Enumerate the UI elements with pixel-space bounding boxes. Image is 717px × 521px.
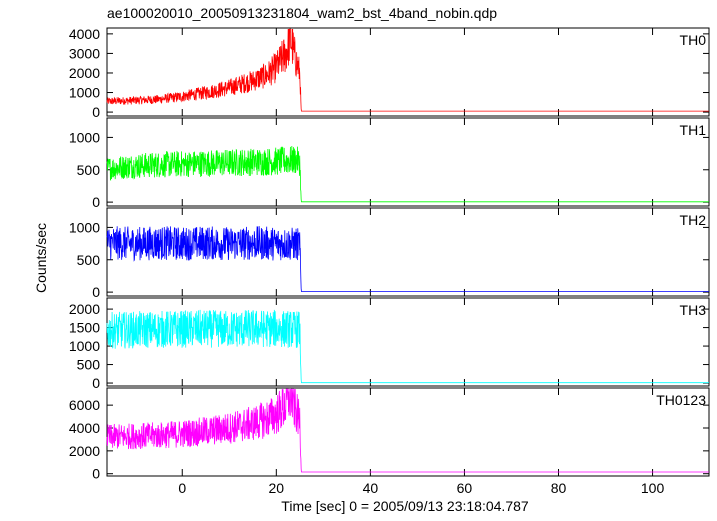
x-tick-label: 60 — [457, 480, 473, 496]
series-label: TH2 — [680, 212, 707, 228]
series-label: TH1 — [680, 122, 707, 138]
y-tick-label: 4000 — [69, 420, 100, 436]
panel-frame — [106, 387, 710, 477]
y-tick-label: 1000 — [69, 85, 100, 101]
y-tick-label: 2000 — [69, 301, 100, 317]
y-tick-label: 0 — [92, 284, 100, 300]
y-tick-label: 2000 — [69, 65, 100, 81]
panel-th2: 0 500 1000 TH2 — [69, 207, 710, 300]
y-tick-label: 0 — [92, 466, 100, 482]
y-tick-label: 6000 — [69, 397, 100, 413]
y-tick-label: 1000 — [69, 129, 100, 145]
series-label: TH0 — [680, 32, 707, 48]
panel-frame — [106, 27, 710, 117]
y-tick-label: 0 — [92, 375, 100, 391]
y-tick-label: 4000 — [69, 26, 100, 42]
panel-frame — [106, 207, 710, 297]
y-tick-label: 0 — [92, 104, 100, 120]
series-line-th1 — [106, 145, 709, 203]
panel-th1: 0 500 1000 TH1 — [69, 117, 710, 210]
y-tick-label: 2000 — [69, 443, 100, 459]
panel-th3: 0 500 1000 1500 2000 TH3 — [69, 297, 710, 391]
x-tick-label: 100 — [641, 480, 665, 496]
y-tick-label: 1000 — [69, 338, 100, 354]
y-axis-label: Counts/sec — [33, 223, 49, 293]
series-label: TH3 — [680, 302, 707, 318]
y-tick-label: 500 — [77, 357, 101, 373]
chart-title: ae100020010_20050913231804_wam2_bst_4ban… — [107, 5, 497, 21]
series-line-th0 — [106, 28, 709, 112]
y-tick-label: 0 — [92, 194, 100, 210]
x-tick-label: 20 — [269, 480, 285, 496]
panel-frame — [106, 297, 710, 387]
panel-th0: 0 1000 2000 3000 4000 TH0 — [69, 26, 710, 120]
y-tick-label: 500 — [77, 252, 101, 268]
series-line-th2 — [106, 226, 709, 292]
x-axis-label: Time [sec] 0 = 2005/09/13 23:18:04.787 — [281, 498, 529, 514]
panel-th0123: 0 2000 4000 6000 0 20 40 60 80 100 TH0123 — [69, 387, 710, 496]
y-tick-label: 1000 — [69, 219, 100, 235]
y-tick-label: 3000 — [69, 45, 100, 61]
series-label: TH0123 — [656, 392, 706, 408]
x-tick-label: 40 — [363, 480, 379, 496]
y-tick-label: 500 — [77, 162, 101, 178]
y-tick-label: 1500 — [69, 320, 100, 336]
x-tick-label: 0 — [178, 480, 186, 496]
series-line-th3 — [106, 309, 709, 384]
x-tick-label: 80 — [551, 480, 567, 496]
series-line-th0123 — [106, 388, 709, 473]
